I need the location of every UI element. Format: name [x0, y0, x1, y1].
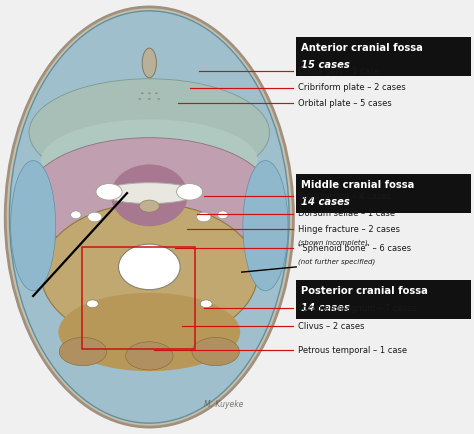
Text: Dorsum sellae – 1 case: Dorsum sellae – 1 case — [298, 209, 395, 218]
Ellipse shape — [155, 92, 158, 94]
Text: 15 cases: 15 cases — [301, 60, 350, 70]
Text: Middle cranial fossa: Middle cranial fossa — [301, 180, 414, 190]
Ellipse shape — [139, 200, 159, 212]
Ellipse shape — [142, 48, 156, 78]
Text: (not further specified): (not further specified) — [298, 259, 375, 266]
Ellipse shape — [157, 98, 160, 100]
Text: Anterior cranial fossa: Anterior cranial fossa — [301, 43, 423, 53]
Text: Posterior cranial fossa: Posterior cranial fossa — [301, 286, 428, 296]
Ellipse shape — [5, 7, 293, 427]
Text: Sella turcica – 4 cases: Sella turcica – 4 cases — [298, 192, 391, 201]
Ellipse shape — [102, 183, 197, 204]
Ellipse shape — [9, 11, 289, 423]
Ellipse shape — [118, 244, 180, 290]
Ellipse shape — [71, 211, 81, 219]
Ellipse shape — [111, 164, 188, 226]
Ellipse shape — [243, 161, 288, 291]
Ellipse shape — [138, 98, 141, 100]
Ellipse shape — [148, 92, 151, 94]
FancyBboxPatch shape — [296, 37, 471, 76]
Bar — [82, 247, 195, 349]
Ellipse shape — [197, 212, 211, 222]
FancyBboxPatch shape — [296, 174, 471, 213]
Text: Clivus – 2 cases: Clivus – 2 cases — [298, 322, 364, 331]
Ellipse shape — [141, 92, 144, 94]
Text: Orbital plate – 5 cases: Orbital plate – 5 cases — [298, 99, 392, 108]
Ellipse shape — [29, 79, 270, 186]
Text: Foramen magnum – 7 cases: Foramen magnum – 7 cases — [298, 304, 416, 312]
Ellipse shape — [218, 211, 228, 219]
Text: Petrous temporal – 1 case: Petrous temporal – 1 case — [298, 346, 407, 355]
Ellipse shape — [176, 184, 203, 200]
Text: Cribriform plate – 2 cases: Cribriform plate – 2 cases — [298, 83, 405, 92]
FancyBboxPatch shape — [296, 280, 471, 319]
Ellipse shape — [10, 161, 56, 291]
Ellipse shape — [88, 212, 102, 222]
Text: Crista galli – 1 case: Crista galli – 1 case — [298, 67, 379, 76]
Text: M. Kuyeke: M. Kuyeke — [204, 400, 243, 409]
Ellipse shape — [41, 119, 258, 202]
Ellipse shape — [59, 338, 107, 365]
Text: (shown incomplete): (shown incomplete) — [298, 240, 367, 247]
Ellipse shape — [41, 203, 258, 344]
Ellipse shape — [192, 338, 239, 365]
Ellipse shape — [96, 184, 122, 200]
Text: “Sphenoid bone” – 6 cases: “Sphenoid bone” – 6 cases — [298, 244, 411, 253]
Ellipse shape — [126, 342, 173, 370]
Text: Hinge fracture – 2 cases: Hinge fracture – 2 cases — [298, 225, 400, 233]
Text: 14 cases: 14 cases — [301, 303, 350, 313]
Ellipse shape — [27, 138, 272, 257]
Ellipse shape — [148, 98, 151, 100]
Ellipse shape — [200, 300, 212, 308]
Ellipse shape — [86, 300, 99, 308]
Text: 14 cases: 14 cases — [301, 197, 350, 207]
Ellipse shape — [58, 293, 240, 371]
